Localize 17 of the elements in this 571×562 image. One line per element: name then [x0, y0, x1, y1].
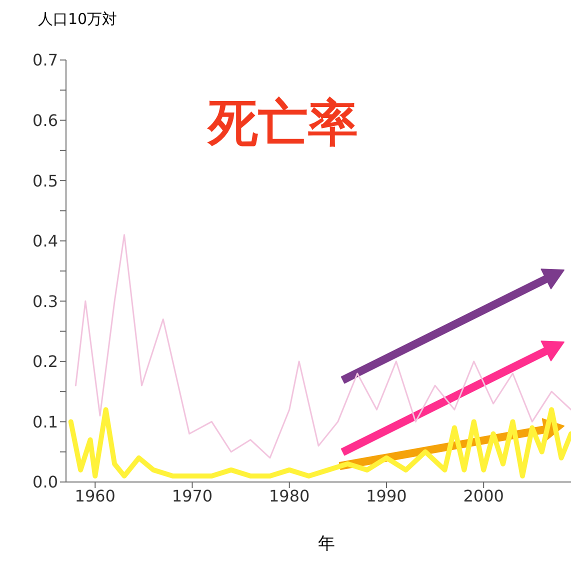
y-tick-label: 0.1 — [32, 412, 58, 432]
y-axis-title: 人口10万対 — [38, 10, 118, 29]
text: 死亡率 — [208, 93, 358, 154]
y-tick-label: 0.2 — [32, 352, 58, 372]
x-tick-label: 1990 — [366, 486, 407, 506]
x-tick-label: 1960 — [74, 486, 116, 506]
y-tick-label: 0.3 — [32, 292, 58, 311]
x-tick-label: 1980 — [269, 486, 310, 506]
y-tick-label: 0.0 — [32, 472, 58, 492]
line-series — [74, 234, 571, 459]
y-tick-label: 0.4 — [32, 232, 58, 251]
x-axis-title: 年 — [318, 533, 335, 555]
y-tick-label: 0.5 — [32, 171, 58, 190]
y-tick-label: 0.7 — [32, 50, 58, 70]
x-tick-label: 1970 — [172, 486, 213, 506]
y-tick-label: 0.6 — [32, 110, 58, 130]
x-tick-label: 2000 — [463, 486, 504, 506]
